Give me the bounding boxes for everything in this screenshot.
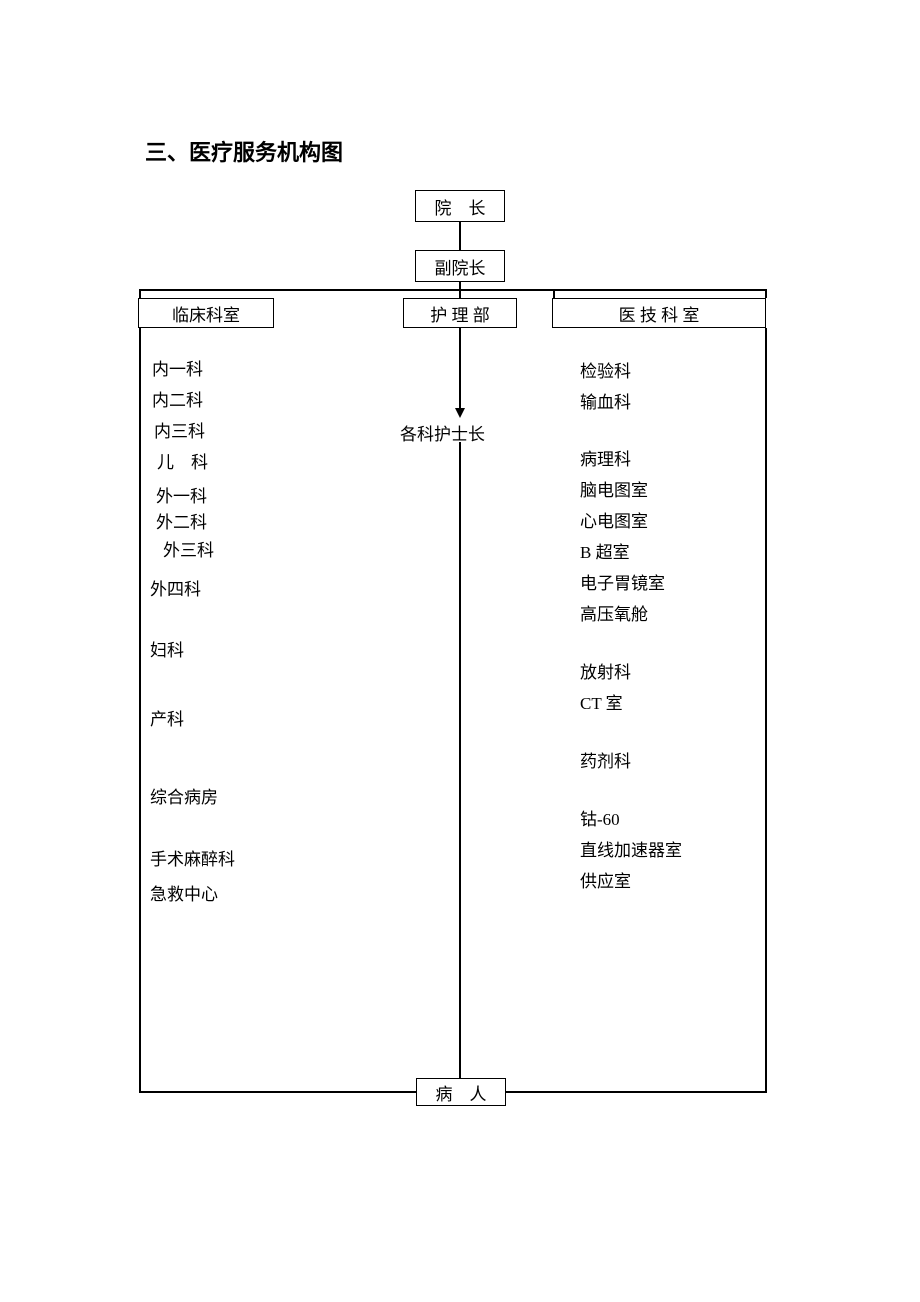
arrow-down-icon xyxy=(455,408,465,418)
nursing-box: 护 理 部 xyxy=(403,298,517,328)
clinical-item: 妇科 xyxy=(150,636,184,661)
clinical-item: 外一科 xyxy=(156,482,207,507)
medtech-item: 药剂科 xyxy=(580,747,631,772)
director-box: 院 长 xyxy=(415,190,505,222)
medtech-item: 电子胃镜室 xyxy=(580,569,665,594)
clinical-item: 内二科 xyxy=(152,386,203,411)
head-nurse-label: 各科护士长 xyxy=(400,425,485,444)
medtech-item: 放射科 xyxy=(580,658,631,683)
connector-line xyxy=(765,328,767,1092)
medtech-item: B 超室 xyxy=(580,538,630,563)
medtech-item: 钴-60 xyxy=(580,805,620,830)
connector-line xyxy=(139,328,141,1092)
clinical-item: 内三科 xyxy=(154,417,205,442)
connector-line xyxy=(139,289,766,291)
nursing-label: 护 理 部 xyxy=(430,301,490,326)
medtech-item: 输血科 xyxy=(580,388,631,413)
clinical-label: 临床科室 xyxy=(172,301,240,326)
medtech-item: 检验科 xyxy=(580,357,631,382)
connector-line xyxy=(139,289,141,298)
connector-line xyxy=(459,442,461,1078)
director-label: 院 长 xyxy=(435,194,486,219)
clinical-item: 内一科 xyxy=(152,355,203,380)
medtech-item: 直线加速器室 xyxy=(580,836,682,861)
clinical-item: 综合病房 xyxy=(150,783,218,808)
medtech-item: 高压氧舱 xyxy=(580,600,648,625)
patient-label: 病 人 xyxy=(436,1080,487,1105)
medtech-label: 医 技 科 室 xyxy=(619,301,700,326)
medtech-item: 供应室 xyxy=(580,867,631,892)
clinical-item: 手术麻醉科 xyxy=(150,845,235,870)
clinical-item: 外四科 xyxy=(150,575,201,600)
connector-line xyxy=(553,289,555,298)
medtech-box: 医 技 科 室 xyxy=(552,298,766,328)
clinical-item: 外二科 xyxy=(156,508,207,533)
clinical-item: 儿 科 xyxy=(157,448,208,473)
vice-director-box: 副院长 xyxy=(415,250,505,282)
connector-line xyxy=(459,222,461,250)
vice-director-label: 副院长 xyxy=(435,254,486,279)
medtech-item: 病理科 xyxy=(580,445,631,470)
connector-line xyxy=(139,1091,416,1093)
title-text: 三、医疗服务机构图 xyxy=(145,140,343,165)
medtech-item: CT 室 xyxy=(580,689,623,714)
connector-line xyxy=(459,328,461,408)
head-nurse-text: 各科护士长 xyxy=(400,420,485,445)
clinical-item: 产科 xyxy=(150,705,184,730)
medtech-item: 脑电图室 xyxy=(580,476,648,501)
connector-line xyxy=(506,1091,767,1093)
connector-line xyxy=(765,289,767,298)
patient-box: 病 人 xyxy=(416,1078,506,1106)
medtech-item: 心电图室 xyxy=(580,507,648,532)
clinical-item: 外三科 xyxy=(163,536,214,561)
connector-line xyxy=(459,289,461,298)
clinical-box: 临床科室 xyxy=(138,298,274,328)
clinical-item: 急救中心 xyxy=(150,880,218,905)
page-title: 三、医疗服务机构图 xyxy=(145,135,343,167)
